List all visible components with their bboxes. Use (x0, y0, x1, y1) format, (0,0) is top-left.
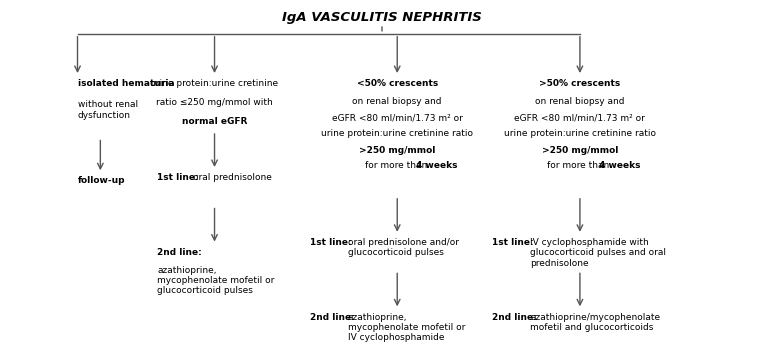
Text: 1st line:: 1st line: (492, 238, 534, 247)
Text: 2nd line:: 2nd line: (309, 312, 354, 321)
Text: 1st line:: 1st line: (157, 173, 199, 182)
Text: normal eGFR: normal eGFR (182, 117, 248, 126)
Text: IgA VASCULITIS NEPHRITIS: IgA VASCULITIS NEPHRITIS (282, 11, 482, 24)
Text: on renal biopsy and: on renal biopsy and (352, 97, 442, 106)
Text: without renal
dysfunction: without renal dysfunction (77, 100, 138, 120)
Text: 2nd line:: 2nd line: (157, 248, 202, 257)
Text: 4 weeks: 4 weeks (416, 161, 458, 170)
Text: IV cyclophosphamide with
glucocorticoid pulses and oral
prednisolone: IV cyclophosphamide with glucocorticoid … (530, 238, 666, 268)
Text: oral prednisolone and/or
glucocorticoid pulses: oral prednisolone and/or glucocorticoid … (348, 238, 458, 257)
Text: >250 mg/mmol: >250 mg/mmol (359, 146, 435, 155)
Text: eGFR <80 ml/min/1.73 m² or: eGFR <80 ml/min/1.73 m² or (514, 113, 646, 122)
Text: 4 weeks: 4 weeks (599, 161, 640, 170)
Text: azathioprine,
mycophenolate mofetil or
IV cyclophosphamide: azathioprine, mycophenolate mofetil or I… (348, 312, 465, 342)
Text: ratio ≤250 mg/mmol with: ratio ≤250 mg/mmol with (156, 98, 273, 107)
Text: isolated hematuria: isolated hematuria (77, 79, 174, 88)
Text: 2nd line:: 2nd line: (492, 312, 537, 321)
Text: azathioprine/mycophenolate
mofetil and glucocorticoids: azathioprine/mycophenolate mofetil and g… (530, 312, 661, 332)
Text: 1st line:: 1st line: (309, 238, 351, 247)
Text: urine protein:urine cretinine: urine protein:urine cretinine (151, 79, 279, 88)
Text: for more than: for more than (547, 161, 613, 170)
Text: <50% crescents: <50% crescents (357, 79, 438, 88)
Text: on renal biopsy and: on renal biopsy and (535, 97, 625, 106)
Text: azathioprine,
mycophenolate mofetil or
glucocorticoid pulses: azathioprine, mycophenolate mofetil or g… (157, 265, 275, 295)
Text: oral prednisolone: oral prednisolone (193, 173, 272, 182)
Text: urine protein:urine cretinine ratio: urine protein:urine cretinine ratio (504, 129, 656, 138)
Text: urine protein:urine cretinine ratio: urine protein:urine cretinine ratio (321, 129, 473, 138)
Text: >250 mg/mmol: >250 mg/mmol (542, 146, 618, 155)
Text: >50% crescents: >50% crescents (539, 79, 620, 88)
Text: eGFR <80 ml/min/1.73 m² or: eGFR <80 ml/min/1.73 m² or (332, 113, 463, 122)
Text: for more than: for more than (364, 161, 430, 170)
Text: follow-up: follow-up (77, 176, 125, 185)
